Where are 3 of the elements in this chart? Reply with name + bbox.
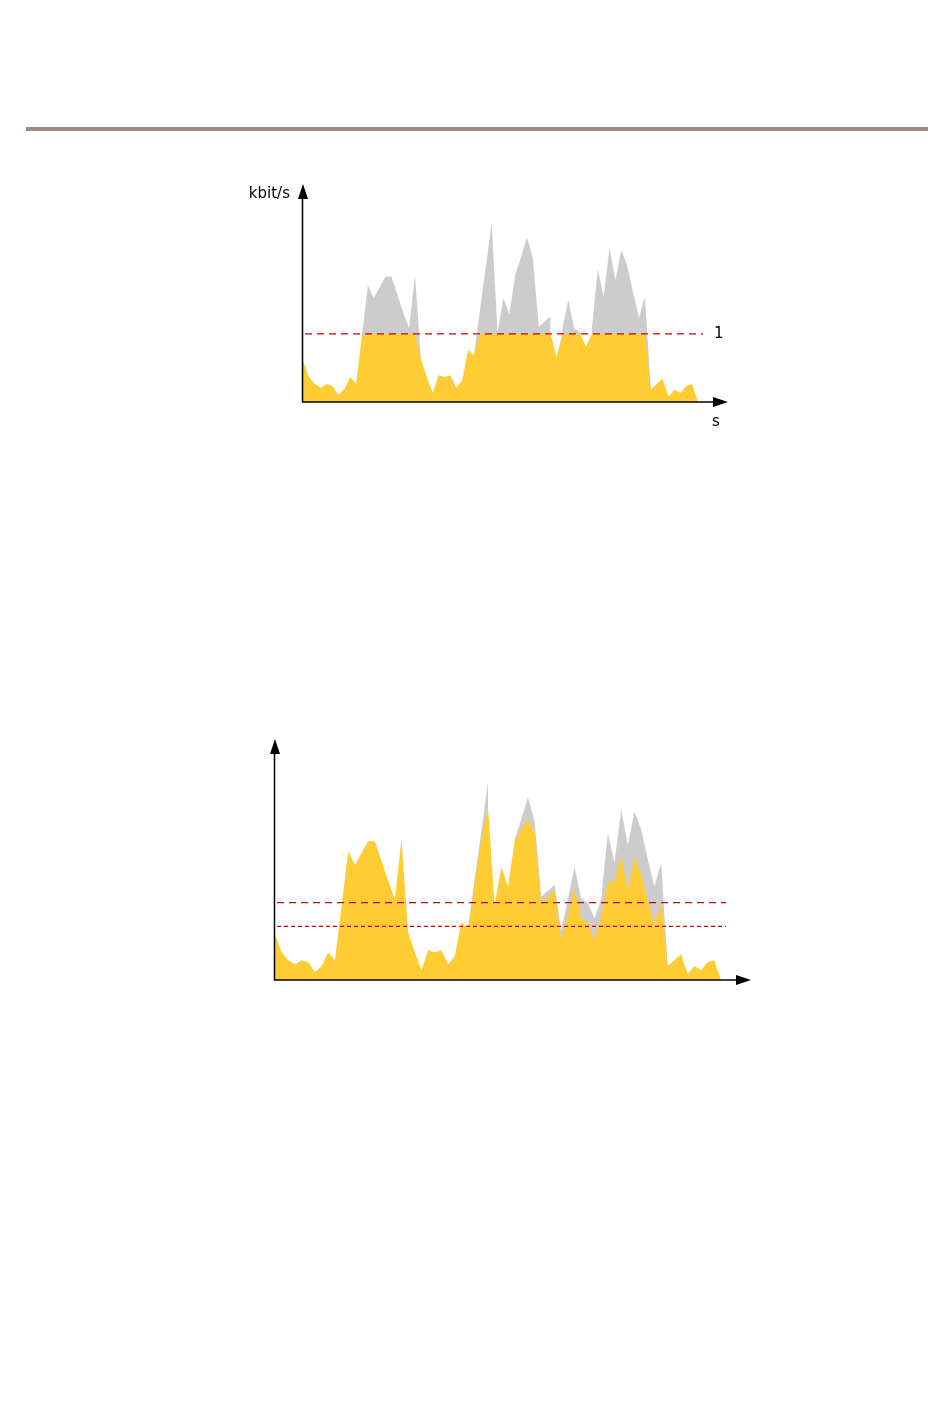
text: 1 — [714, 323, 724, 342]
y-axis-title: kbit/s — [248, 183, 291, 202]
x-axis-title: s — [712, 411, 721, 430]
